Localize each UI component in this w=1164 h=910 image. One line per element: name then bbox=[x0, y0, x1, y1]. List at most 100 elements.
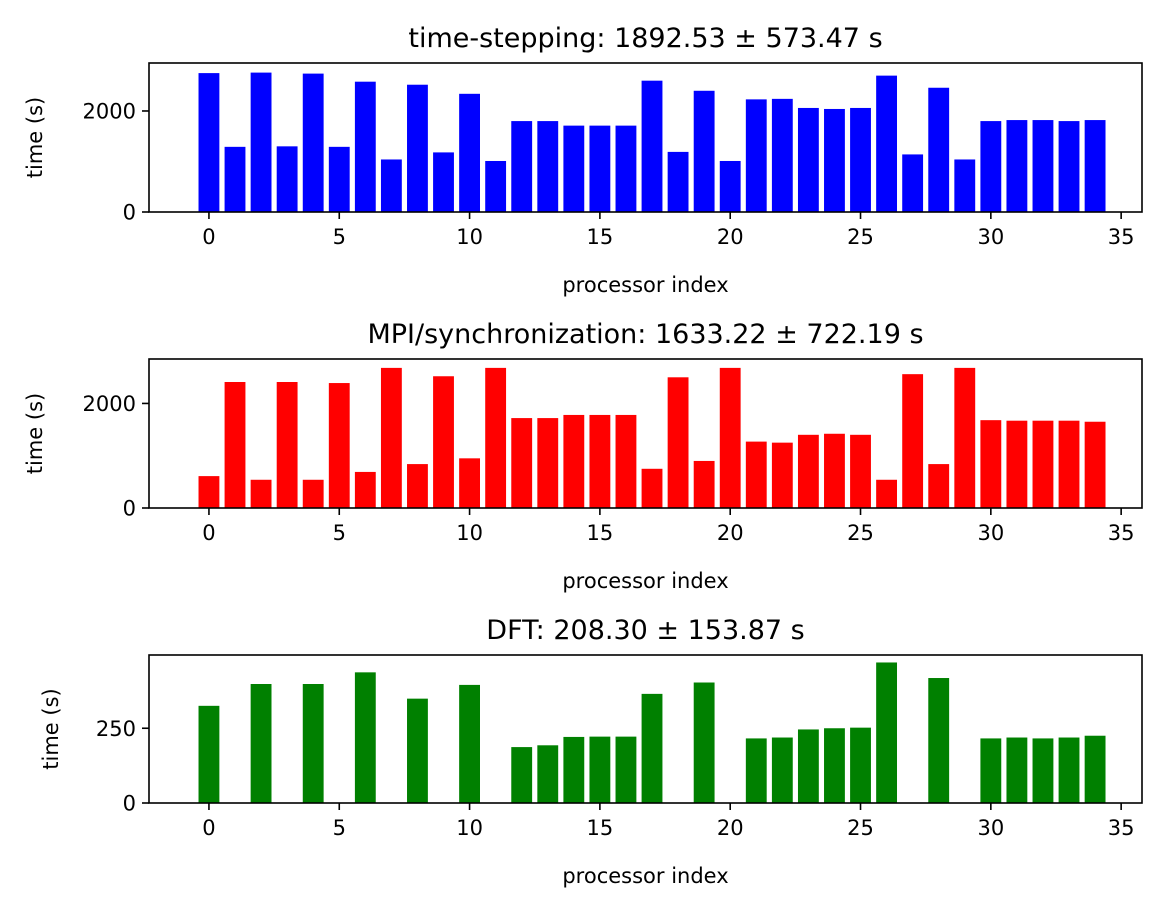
bar bbox=[771, 98, 793, 212]
bar bbox=[380, 159, 402, 212]
bar bbox=[354, 672, 376, 803]
bar bbox=[850, 434, 871, 508]
bar bbox=[485, 160, 507, 212]
bar bbox=[511, 121, 533, 212]
x-tick-label: 35 bbox=[1108, 816, 1135, 840]
bar bbox=[667, 151, 689, 212]
bar bbox=[459, 93, 480, 212]
bar bbox=[797, 729, 819, 803]
bar bbox=[902, 374, 924, 508]
x-tick-label: 35 bbox=[1108, 521, 1135, 545]
bar bbox=[276, 382, 298, 508]
bar bbox=[537, 745, 559, 803]
x-tick-label: 15 bbox=[587, 225, 614, 249]
bar bbox=[615, 125, 637, 212]
bar bbox=[328, 146, 350, 212]
chart-title: MPI/synchronization: 1633.22 ± 722.19 s bbox=[367, 319, 923, 350]
bar bbox=[771, 442, 793, 508]
bar bbox=[1058, 737, 1080, 803]
bar bbox=[302, 684, 324, 803]
y-axis-label: time (s) bbox=[23, 393, 47, 474]
bar bbox=[954, 367, 976, 508]
bar bbox=[1058, 121, 1080, 212]
bar bbox=[354, 81, 376, 212]
x-tick-label: 10 bbox=[456, 225, 483, 249]
x-axis-label: processor index bbox=[562, 864, 728, 888]
bar bbox=[407, 698, 428, 803]
bar bbox=[641, 80, 663, 212]
bar bbox=[1032, 120, 1054, 212]
bar bbox=[250, 479, 272, 508]
bar bbox=[745, 441, 767, 508]
x-tick-label: 0 bbox=[202, 816, 215, 840]
y-axis-label: time (s) bbox=[23, 97, 47, 178]
x-tick-label: 25 bbox=[847, 816, 874, 840]
bar bbox=[537, 418, 559, 508]
bar bbox=[433, 152, 454, 212]
bar bbox=[563, 736, 585, 803]
bar bbox=[850, 727, 871, 803]
bar bbox=[928, 464, 950, 508]
bar bbox=[693, 90, 715, 212]
bar bbox=[980, 420, 1002, 508]
chart-mpi-synchronization: 0 5 10 15 20 25 30 35 0 2000 MPI/synchronization: … bbox=[23, 319, 1143, 593]
x-tick-label: 20 bbox=[717, 816, 744, 840]
x-tick-label: 5 bbox=[333, 521, 346, 545]
bar bbox=[224, 146, 246, 212]
y-tick-label: 2000 bbox=[83, 392, 136, 416]
bar bbox=[876, 479, 898, 508]
bar bbox=[1058, 420, 1080, 508]
bar bbox=[824, 108, 845, 212]
bar bbox=[641, 468, 663, 508]
y-tick-label: 2000 bbox=[83, 99, 136, 123]
bar bbox=[980, 121, 1002, 212]
x-tick-label: 0 bbox=[202, 521, 215, 545]
bar bbox=[1084, 735, 1106, 803]
bar bbox=[511, 418, 533, 508]
bar bbox=[980, 738, 1002, 803]
bar bbox=[876, 662, 898, 803]
bar bbox=[250, 72, 272, 212]
y-tick-label: 0 bbox=[123, 201, 136, 225]
bar bbox=[302, 73, 324, 212]
bar bbox=[407, 84, 428, 212]
bar bbox=[250, 684, 272, 803]
x-tick-label: 25 bbox=[847, 225, 874, 249]
y-axis-label: time (s) bbox=[39, 688, 63, 769]
x-tick-label: 30 bbox=[977, 521, 1004, 545]
x-tick-label: 25 bbox=[847, 521, 874, 545]
plot-frame bbox=[148, 358, 1143, 509]
bar bbox=[928, 678, 950, 803]
x-tick-label: 30 bbox=[977, 816, 1004, 840]
bar bbox=[928, 87, 950, 212]
bar bbox=[824, 728, 845, 803]
bar bbox=[1084, 421, 1106, 508]
bar bbox=[850, 107, 871, 212]
bar bbox=[719, 367, 741, 508]
x-tick-label: 0 bbox=[202, 225, 215, 249]
chart-title: DFT: 208.30 ± 153.87 s bbox=[486, 615, 804, 646]
bar bbox=[1084, 120, 1106, 212]
bar bbox=[328, 383, 350, 508]
x-tick-label: 15 bbox=[587, 521, 614, 545]
bar bbox=[198, 476, 220, 508]
bar bbox=[771, 737, 793, 803]
bar bbox=[954, 159, 976, 212]
y-tick-label: 250 bbox=[96, 717, 136, 741]
x-axis-label: processor index bbox=[562, 273, 728, 297]
bar bbox=[745, 738, 767, 803]
bar bbox=[797, 434, 819, 508]
bar bbox=[745, 99, 767, 212]
bar bbox=[1032, 420, 1054, 508]
bar bbox=[563, 125, 585, 212]
x-axis-label: processor index bbox=[562, 569, 728, 593]
bar bbox=[198, 705, 220, 803]
bar bbox=[537, 121, 559, 212]
bar bbox=[485, 367, 507, 508]
chart-time-stepping: 0 5 10 15 20 25 30 35 0 2000 time-stepping: 1892.5… bbox=[23, 23, 1143, 297]
x-tick-label: 20 bbox=[717, 521, 744, 545]
x-tick-label: 5 bbox=[333, 816, 346, 840]
bar bbox=[433, 376, 454, 508]
x-tick-label: 20 bbox=[717, 225, 744, 249]
chart-title: time-stepping: 1892.53 ± 573.47 s bbox=[408, 23, 882, 54]
